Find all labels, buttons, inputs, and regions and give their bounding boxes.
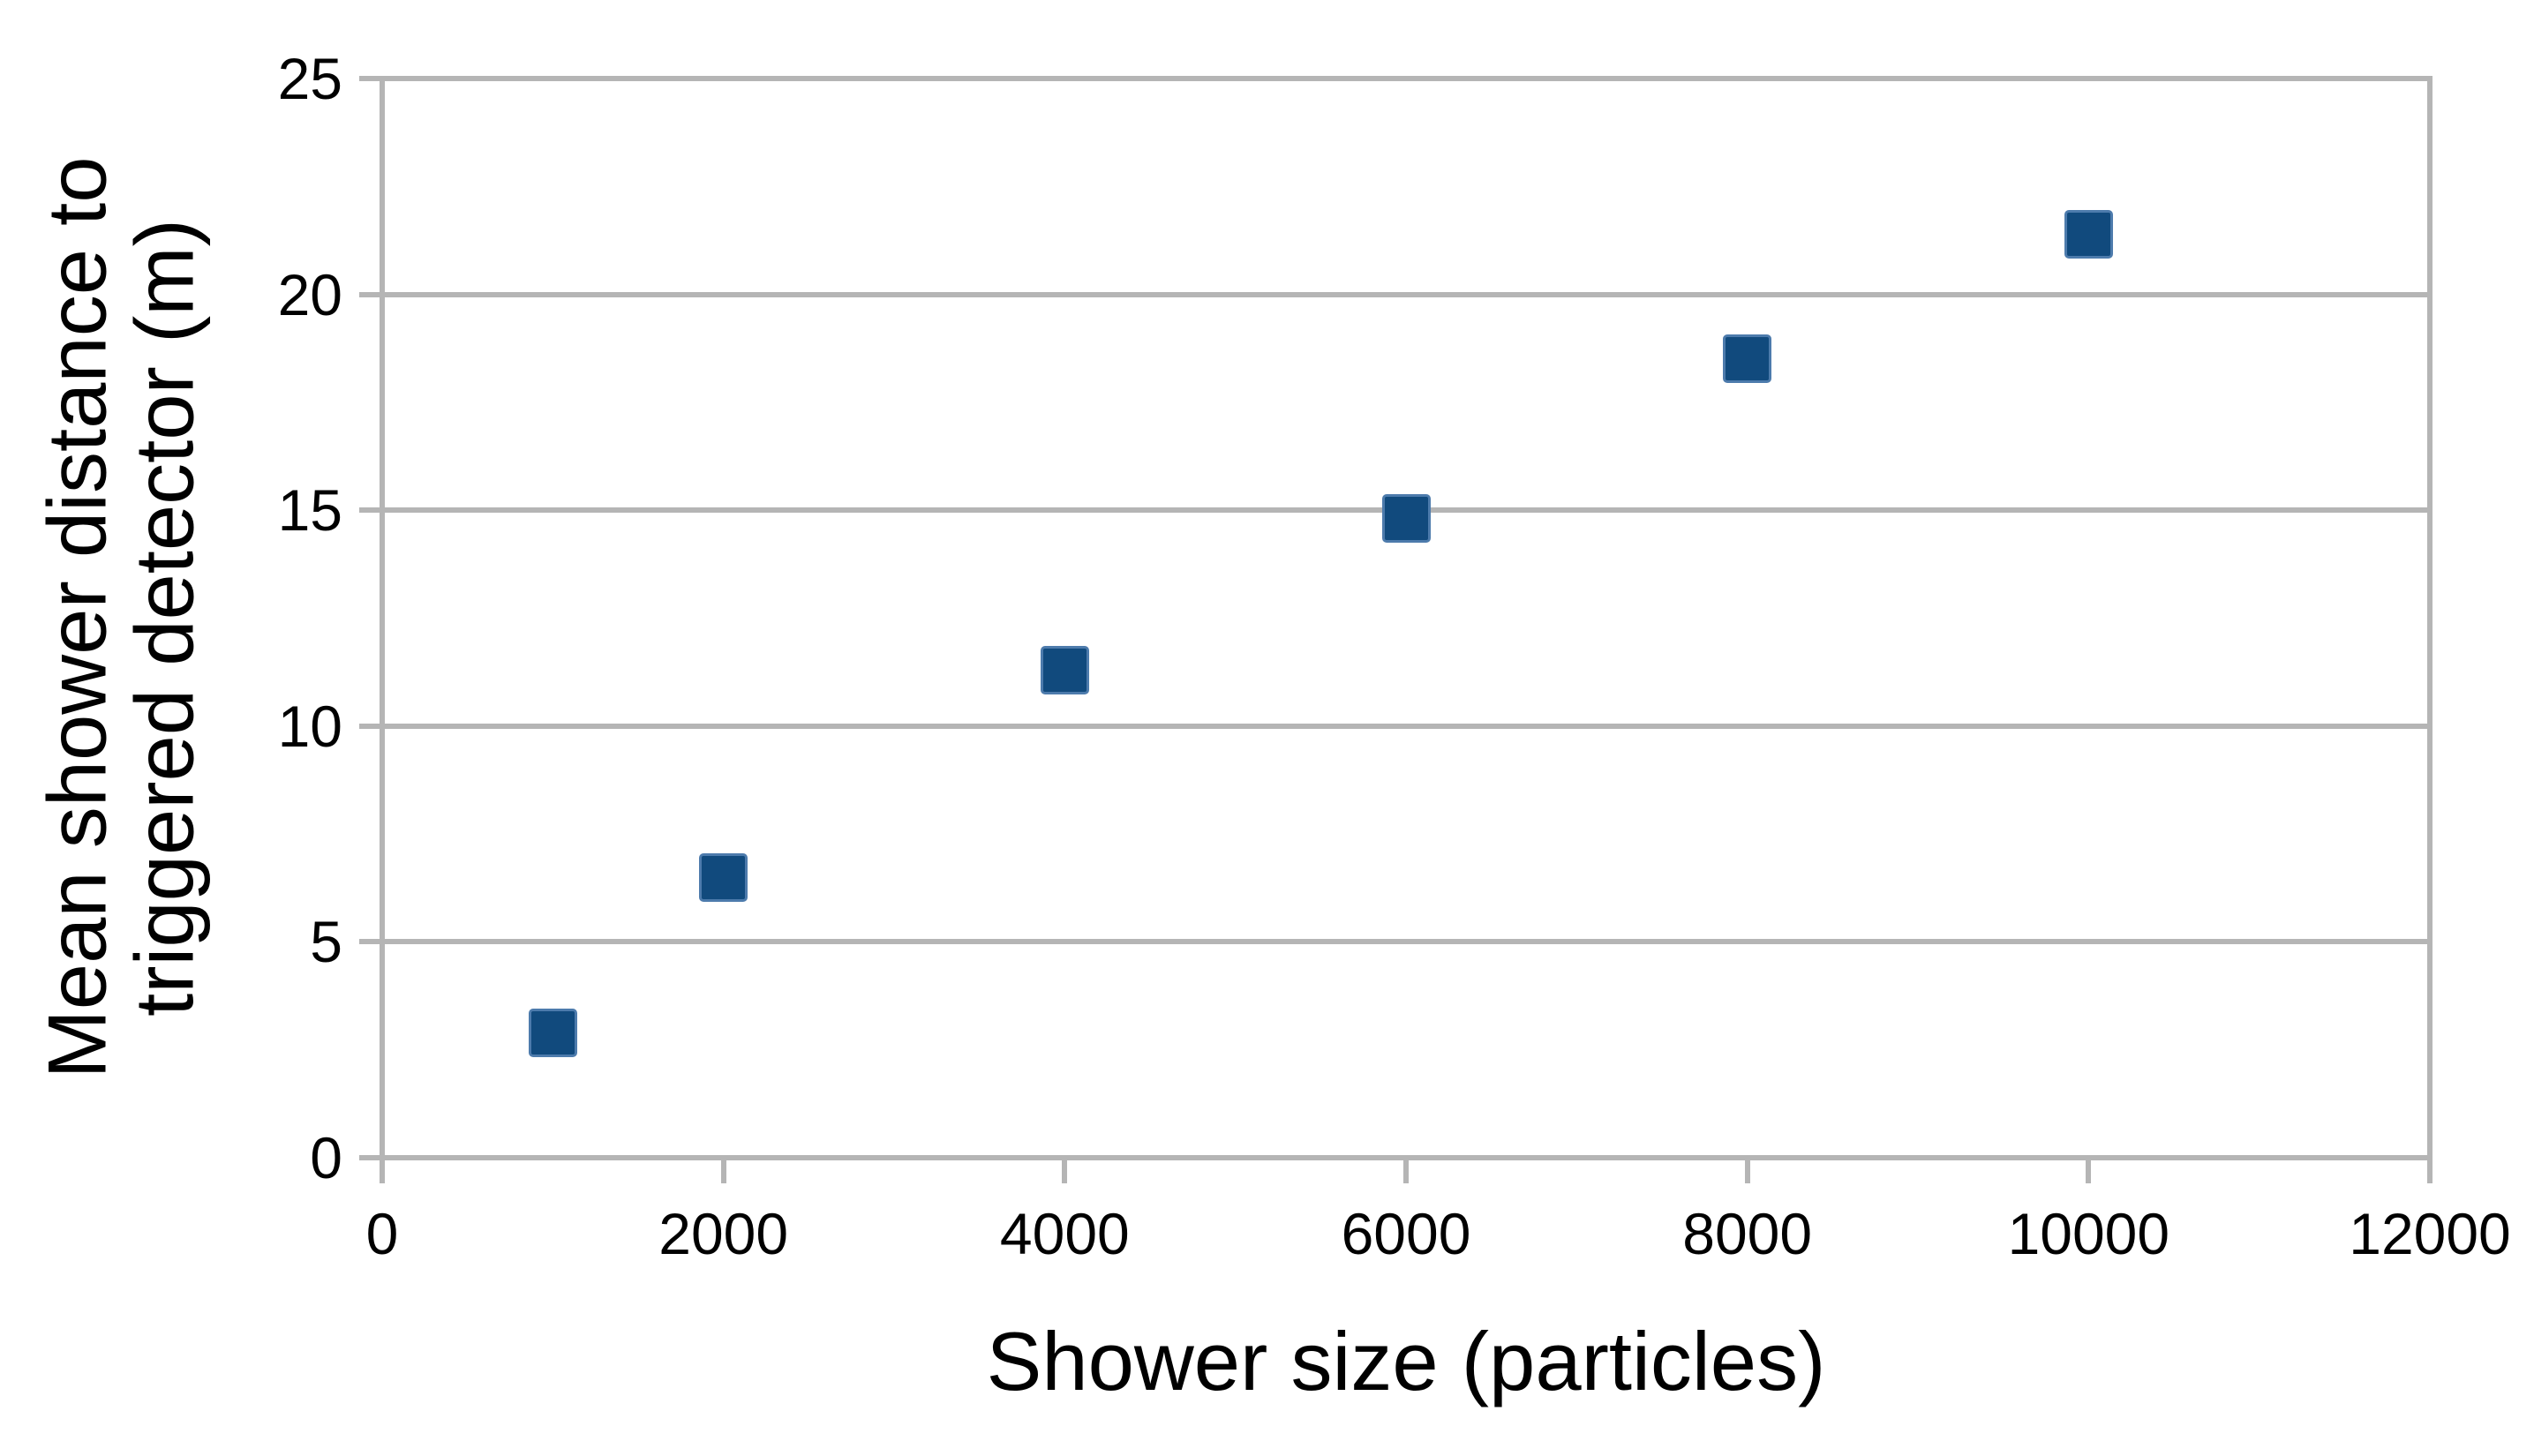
x-tick-label: 4000 [999, 1201, 1130, 1266]
y-axis-title-line-1: Mean shower distance to [30, 156, 124, 1079]
y-axis-title-line-2: triggered detector (m) [117, 219, 211, 1017]
data-point-marker [528, 1008, 577, 1057]
y-gridline [359, 939, 2432, 945]
x-tick-mark [1744, 1158, 1750, 1183]
y-axis-line [380, 76, 385, 1183]
x-tick-mark [2427, 1158, 2432, 1183]
y-tick-label: 25 [277, 46, 342, 111]
x-tick-mark [1062, 1158, 1068, 1183]
x-tick-label: 0 [365, 1201, 399, 1266]
y-tick-label: 10 [277, 693, 342, 759]
x-tick-mark [720, 1158, 726, 1183]
plot-right-border [2427, 76, 2432, 1183]
x-tick-label: 2000 [658, 1201, 789, 1266]
x-axis-title: Shower size (particles) [986, 1315, 1826, 1407]
x-tick-label: 12000 [2349, 1201, 2511, 1266]
y-tick-label: 15 [277, 477, 342, 544]
x-tick-mark [2086, 1158, 2092, 1183]
x-tick-mark [1403, 1158, 1409, 1183]
y-gridline [359, 291, 2432, 297]
data-point-marker [1040, 645, 1089, 694]
data-point-marker [1381, 494, 1431, 544]
y-tick-label: 20 [277, 261, 342, 327]
y-axis-title: Mean shower distance to triggered detect… [30, 79, 211, 1158]
x-tick-label: 6000 [1341, 1201, 1471, 1266]
y-gridline [359, 723, 2432, 729]
plot-top-border [359, 76, 2432, 81]
data-point-marker [2064, 209, 2113, 259]
y-tick-label: 5 [310, 909, 342, 975]
y-tick-label: 0 [310, 1125, 342, 1190]
data-point-marker [699, 852, 748, 902]
x-axis-line [359, 1155, 2432, 1160]
x-tick-label: 10000 [2007, 1201, 2170, 1266]
x-tick-mark [380, 1158, 385, 1183]
x-tick-label: 8000 [1682, 1201, 1813, 1266]
data-point-marker [1723, 334, 1772, 384]
